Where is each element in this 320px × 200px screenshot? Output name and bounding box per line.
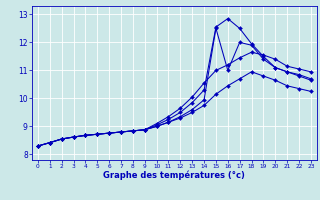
X-axis label: Graphe des températures (°c): Graphe des températures (°c) [103,171,245,180]
